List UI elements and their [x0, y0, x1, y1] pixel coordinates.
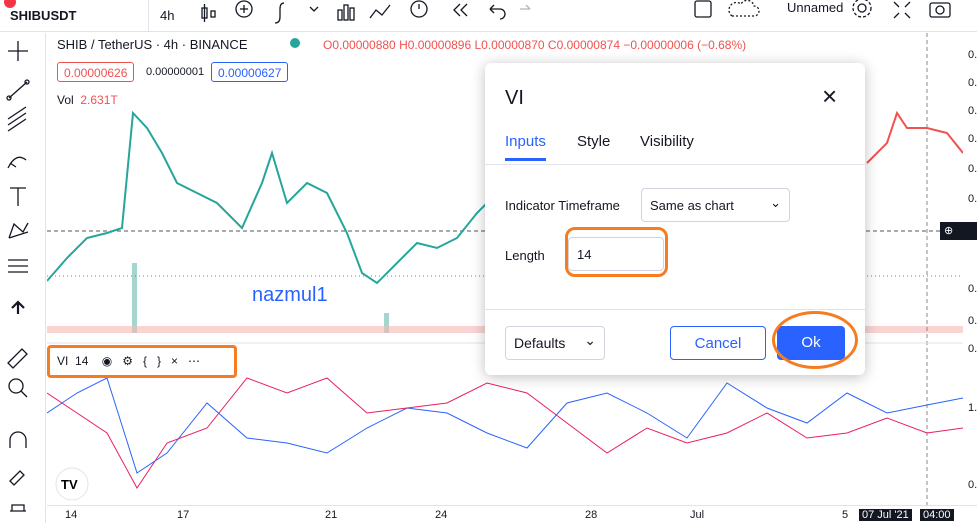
time-label: 5: [842, 509, 849, 521]
tab[interactable]: Visibility: [640, 133, 694, 150]
vi-plus-line: [47, 377, 963, 474]
low: L0.00000870: [474, 38, 545, 52]
volume-bar: [132, 263, 137, 333]
time-label: 24: [435, 509, 448, 521]
tv-logo: [55, 467, 89, 501]
close-button[interactable]: ×: [822, 81, 838, 111]
field-value: Same as chart: [650, 198, 734, 213]
price-trace: [47, 110, 488, 285]
defaults-text: Defaults: [514, 335, 566, 351]
volume-value: 2.631T: [80, 93, 118, 107]
cancel-button[interactable]: Cancel: [670, 326, 766, 360]
right-axis: 0.0.0.0.0.0.0.0.0.0.1.0.: [963, 33, 977, 505]
price-trace: [866, 110, 963, 164]
time-axis: 14 17 21 24 28 Jul 5 07 Jul '21 04:00: [47, 505, 977, 523]
price-label: 0.: [968, 163, 977, 175]
time-label: 07 Jul '21: [859, 509, 912, 521]
toolbar-icons: [201, 0, 531, 24]
highlight-box: [47, 345, 237, 378]
volume-bar: [384, 313, 389, 333]
timeframe-select[interactable]: Same as chart ⌄: [641, 188, 790, 222]
price-label: 0.: [968, 315, 977, 327]
divider: [485, 164, 865, 165]
price-label: 1.: [968, 402, 977, 414]
time-label: 17: [177, 509, 190, 521]
indicator-length: 14: [75, 354, 89, 368]
defaults-button[interactable]: Defaults ⌄: [505, 326, 605, 360]
left-toolbar: [0, 33, 46, 523]
time-label: 21: [325, 509, 338, 521]
time-label: 14: [65, 509, 78, 521]
price-label: 0.: [968, 343, 977, 355]
ohlc: O0.00000880 H0.00000896 L0.00000870 C0.0…: [323, 38, 746, 52]
chevron: ⌄: [584, 332, 596, 348]
price-label: 0.: [968, 479, 977, 491]
field-label: Length: [505, 248, 545, 263]
length-input[interactable]: 14: [568, 237, 664, 271]
close: C0.00000874: [547, 38, 620, 52]
tab[interactable]: Style: [577, 133, 611, 150]
price-label: 0.: [968, 283, 977, 295]
indicator-name: VI: [57, 354, 69, 368]
open: O0.00000880: [323, 38, 396, 52]
divider: [148, 0, 149, 32]
time-label: Jul: [690, 509, 705, 521]
vi-minus-line: [47, 377, 963, 489]
dialog-title: VI: [505, 87, 524, 109]
price-label: 0.: [968, 133, 977, 145]
highlight-ellipse: [772, 311, 858, 369]
drawing-tools: [6, 41, 30, 512]
status-dot: [290, 38, 300, 48]
high: H0.00000896: [399, 38, 472, 52]
price-label: 0.: [968, 105, 977, 117]
change: −0.00000006 (−0.68%): [623, 38, 747, 52]
volume-title: Vol: [57, 93, 74, 107]
spread: 0.00000001: [146, 66, 205, 78]
price-label: 0.: [968, 193, 977, 205]
price-label: 0.: [968, 77, 977, 89]
sell-price[interactable]: 0.00000626: [57, 62, 135, 82]
crosshair-label: ⊕: [940, 222, 977, 240]
indicator-actions[interactable]: ◉⚙{}×⋯: [101, 354, 210, 368]
time-label: 28: [585, 509, 598, 521]
layout-name[interactable]: Unnamed: [787, 0, 844, 15]
time-label: 04:00: [920, 509, 954, 521]
divider: [485, 309, 865, 310]
tab-active[interactable]: Inputs: [505, 133, 546, 161]
indicator-legend: VI 14 ◉⚙{}×⋯: [50, 349, 236, 375]
badge: [4, 0, 16, 8]
watermark: nazmul1: [252, 284, 328, 306]
buy-price[interactable]: 0.00000627: [211, 62, 289, 82]
symbol[interactable]: SHIBUSDT: [10, 8, 77, 23]
symbol-title: SHIB / TetherUS · 4h · BINANCE: [57, 37, 248, 52]
interval[interactable]: 4h: [160, 8, 175, 23]
tv-logo-text: TV: [61, 477, 78, 492]
volume-label: Vol 2.631T: [57, 93, 118, 107]
indicator-dialog: VI × Inputs Style Visibility Indicator T…: [485, 63, 865, 375]
top-toolbar: SHIBUSDT 4h Unnamed: [0, 0, 977, 32]
chevron: ⌄: [770, 195, 781, 210]
field-label: Indicator Timeframe: [505, 198, 620, 213]
price-label: 0.: [968, 49, 977, 61]
toolbar-right-icons: [694, 0, 951, 19]
highlight-box: [565, 227, 668, 277]
